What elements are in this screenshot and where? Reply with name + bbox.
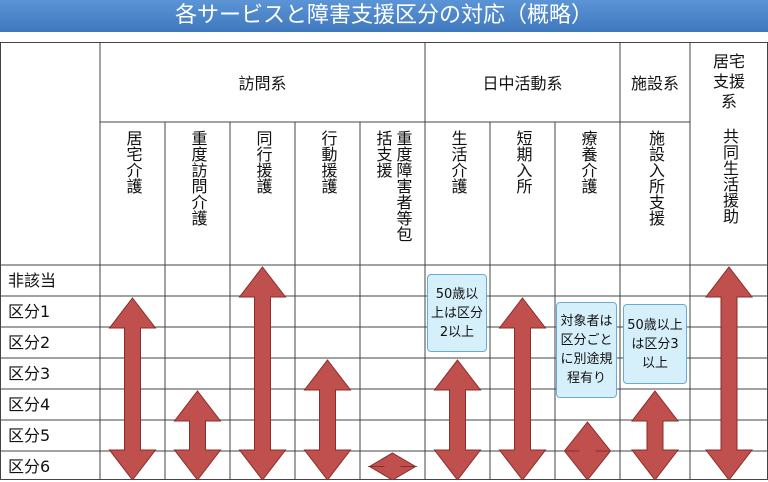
service-header: 生活介護	[448, 130, 468, 194]
level-label: 区分1	[8, 302, 51, 321]
title-bar: 各サービスと障害支援区分の対応（概略）	[0, 0, 768, 32]
level-label: 区分5	[8, 426, 51, 445]
service-header: 行動援護	[318, 130, 338, 194]
range-arrow	[433, 359, 482, 480]
range-arrow	[238, 266, 287, 480]
note-box: 対象者は区分ごとに別途規程有り	[556, 302, 617, 398]
range-arrow	[303, 359, 352, 480]
level-label: 区分2	[8, 333, 51, 352]
service-header: 重度訪問介護	[188, 130, 208, 226]
range-arrow	[367, 452, 418, 480]
level-label: 非該当	[8, 271, 57, 290]
note-box: 50歳以上は区分3以上	[623, 304, 687, 384]
note-box: 50歳以上は区分2以上	[427, 274, 487, 352]
range-arrow	[704, 266, 754, 480]
range-arrow	[498, 297, 547, 480]
group-header: 日中活動系	[482, 74, 563, 93]
service-header: 同行援護	[253, 130, 273, 194]
level-label: 区分6	[8, 457, 51, 476]
service-header: 療養介護	[578, 130, 598, 194]
level-label: 区分3	[8, 364, 51, 383]
range-arrow	[108, 297, 157, 480]
level-label: 区分4	[8, 395, 51, 414]
service-header: 短期入所	[513, 130, 533, 194]
service-header: 重度障害者等包括支援	[373, 130, 413, 242]
group-header: 施設系	[630, 74, 679, 93]
group-header: 居宅支援系	[712, 52, 745, 111]
range-arrow	[173, 390, 222, 480]
service-header: 共同生活援助	[720, 128, 739, 224]
service-header: 施設入所支援	[646, 130, 665, 226]
service-header: 居宅介護	[123, 130, 143, 194]
range-arrow	[563, 421, 612, 480]
group-header: 訪問系	[238, 74, 287, 93]
range-arrow	[630, 390, 680, 480]
